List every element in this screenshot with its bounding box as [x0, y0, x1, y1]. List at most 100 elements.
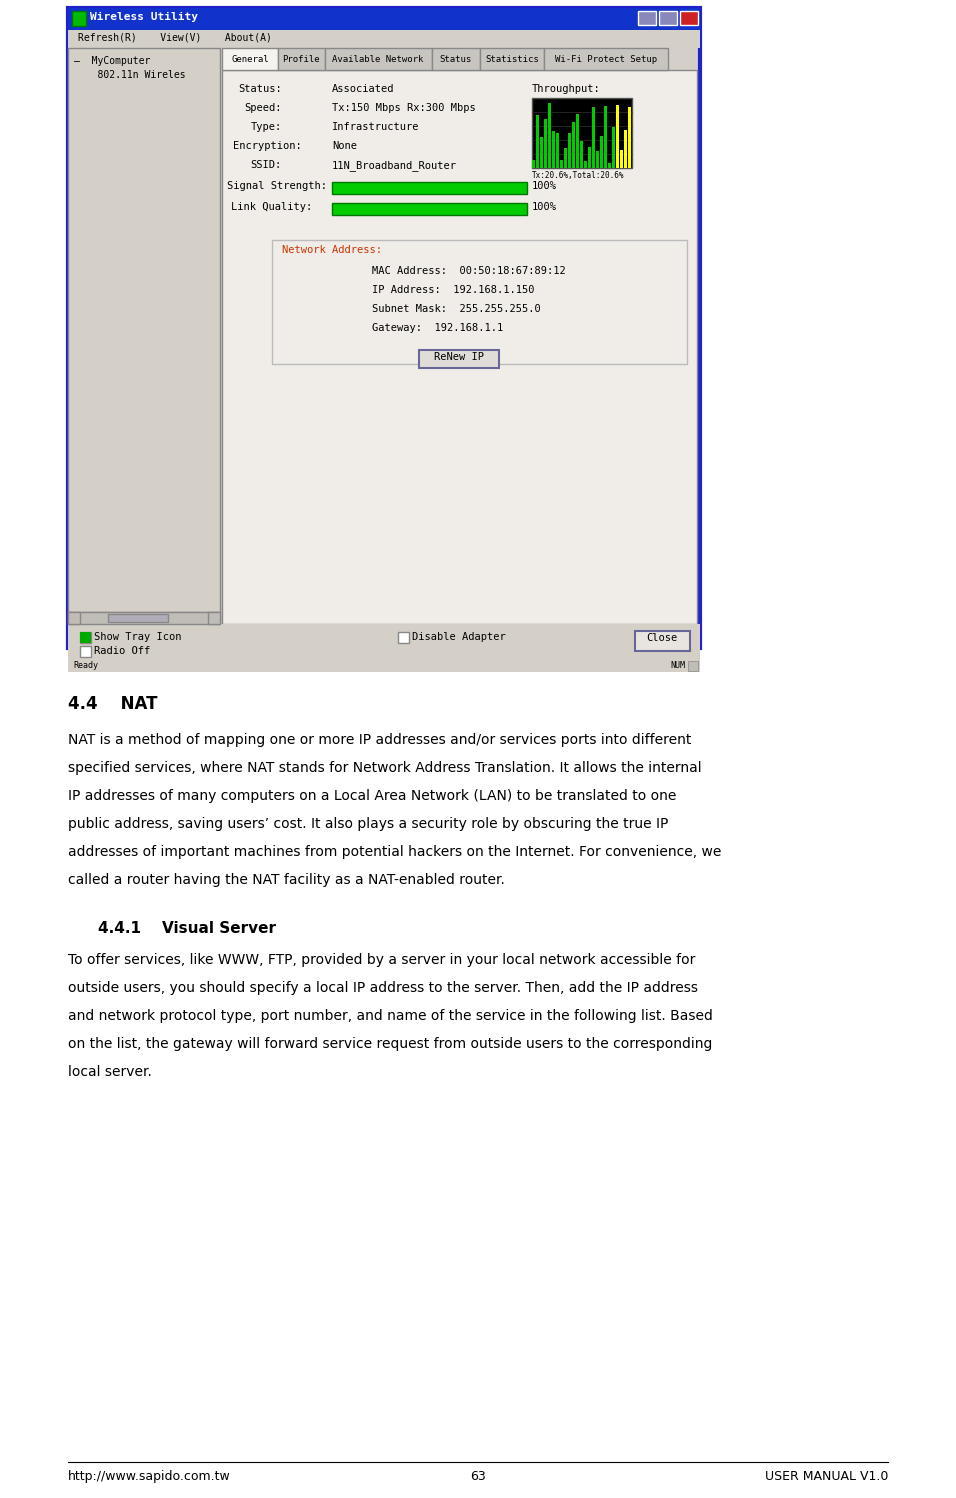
Text: 100%: 100%	[532, 181, 557, 192]
Text: Infrastructure: Infrastructure	[332, 121, 420, 132]
Bar	[612, 127, 616, 168]
Bar	[278, 48, 325, 70]
Text: IP Address:  192.168.1.150: IP Address: 192.168.1.150	[372, 285, 534, 295]
Bar	[222, 70, 697, 625]
Bar	[68, 661, 700, 673]
Text: 100%: 100%	[532, 202, 557, 213]
Text: Close: Close	[646, 634, 678, 643]
Bar	[548, 103, 552, 168]
Text: MAC Address:  00:50:18:67:89:12: MAC Address: 00:50:18:67:89:12	[372, 267, 566, 276]
Bar	[432, 48, 480, 70]
Bar	[556, 133, 559, 168]
Bar	[480, 48, 544, 70]
Bar	[68, 613, 220, 625]
Bar	[332, 181, 527, 195]
Bar	[588, 147, 592, 168]
Bar	[68, 7, 700, 649]
Bar	[584, 160, 587, 168]
Bar	[108, 614, 168, 622]
Bar	[638, 10, 656, 25]
Bar	[604, 106, 607, 168]
Text: –  MyComputer: – MyComputer	[74, 55, 150, 66]
Bar	[332, 204, 527, 216]
Text: addresses of important machines from potential hackers on the Internet. For conv: addresses of important machines from pot…	[68, 845, 722, 858]
Bar	[596, 151, 599, 168]
Text: IP addresses of many computers on a Local Area Network (LAN) to be translated to: IP addresses of many computers on a Loca…	[68, 789, 677, 803]
Text: Speed:: Speed:	[245, 103, 282, 112]
Text: NAT is a method of mapping one or more IP addresses and/or services ports into d: NAT is a method of mapping one or more I…	[68, 733, 691, 748]
Text: Signal Strength:: Signal Strength:	[227, 181, 327, 192]
Text: Status: Status	[440, 54, 472, 63]
Text: 4.4.1    Visual Server: 4.4.1 Visual Server	[98, 921, 276, 936]
Text: Subnet Mask:  255.255.255.0: Subnet Mask: 255.255.255.0	[372, 304, 541, 315]
Bar	[659, 10, 677, 25]
Text: Radio Off: Radio Off	[94, 646, 150, 656]
Text: called a router having the NAT facility as a NAT-enabled router.: called a router having the NAT facility …	[68, 873, 505, 887]
Bar	[628, 108, 631, 168]
Bar	[568, 133, 572, 168]
Text: Tx:150 Mbps Rx:300 Mbps: Tx:150 Mbps Rx:300 Mbps	[332, 103, 476, 112]
Text: USER MANUAL V1.0: USER MANUAL V1.0	[765, 1470, 888, 1483]
Text: Show Tray Icon: Show Tray Icon	[94, 632, 182, 643]
Text: Status:: Status:	[238, 84, 282, 94]
Text: Encryption:: Encryption:	[233, 141, 302, 151]
Text: public address, saving users’ cost. It also plays a security role by obscuring t: public address, saving users’ cost. It a…	[68, 816, 668, 831]
Bar	[544, 118, 548, 168]
Bar	[532, 160, 535, 168]
Bar	[564, 148, 568, 168]
Text: NUM: NUM	[670, 661, 685, 670]
Bar	[72, 10, 86, 25]
Bar	[560, 160, 563, 168]
Bar	[536, 115, 539, 168]
Text: Type:: Type:	[250, 121, 282, 132]
Text: Disable Adapter: Disable Adapter	[412, 632, 506, 643]
Bar	[68, 30, 700, 48]
Text: ReNew IP: ReNew IP	[434, 352, 484, 363]
Text: Profile: Profile	[282, 54, 320, 63]
Bar	[540, 138, 543, 168]
Text: General: General	[231, 54, 269, 63]
Bar	[572, 121, 576, 168]
Text: 4.4    NAT: 4.4 NAT	[68, 695, 158, 713]
Bar	[592, 108, 596, 168]
Bar	[325, 48, 432, 70]
Text: 63: 63	[470, 1470, 486, 1483]
Text: Refresh(R)    View(V)    About(A): Refresh(R) View(V) About(A)	[78, 31, 272, 42]
Text: Statistics: Statistics	[485, 54, 539, 63]
Bar	[580, 141, 583, 168]
Bar	[624, 130, 627, 168]
Bar	[398, 632, 409, 643]
Text: Tx:20.6%,Total:20.6%: Tx:20.6%,Total:20.6%	[532, 171, 624, 180]
Text: Gateway:  192.168.1.1: Gateway: 192.168.1.1	[372, 324, 503, 333]
Bar	[272, 240, 687, 364]
Text: None: None	[332, 141, 357, 151]
Text: Ready: Ready	[73, 661, 98, 670]
Bar	[222, 48, 278, 70]
Text: To offer services, like WWW, FTP, provided by a server in your local network acc: To offer services, like WWW, FTP, provid…	[68, 953, 695, 968]
Text: on the list, the gateway will forward service request from outside users to the : on the list, the gateway will forward se…	[68, 1037, 712, 1052]
Text: 11N_Broadband_Router: 11N_Broadband_Router	[332, 160, 457, 171]
Bar	[680, 10, 698, 25]
Text: Throughput:: Throughput:	[532, 84, 600, 94]
Text: and network protocol type, port number, and name of the service in the following: and network protocol type, port number, …	[68, 1010, 713, 1023]
Bar	[80, 632, 91, 643]
Text: outside users, you should specify a local IP address to the server. Then, add th: outside users, you should specify a loca…	[68, 981, 698, 995]
Text: Available Network: Available Network	[333, 54, 424, 63]
Text: Network Address:: Network Address:	[282, 246, 382, 255]
Bar	[616, 105, 619, 168]
Text: specified services, where NAT stands for Network Address Translation. It allows : specified services, where NAT stands for…	[68, 761, 702, 774]
Text: Wi-Fi Protect Setup: Wi-Fi Protect Setup	[554, 54, 657, 63]
Bar	[552, 130, 555, 168]
Text: Wireless Utility: Wireless Utility	[90, 12, 198, 22]
Bar	[68, 48, 220, 613]
Text: Associated: Associated	[332, 84, 395, 94]
Bar	[532, 97, 632, 168]
Text: http://www.sapido.com.tw: http://www.sapido.com.tw	[68, 1470, 230, 1483]
Bar	[208, 613, 220, 625]
Bar	[80, 632, 91, 643]
Bar	[608, 163, 612, 168]
Text: SSID:: SSID:	[250, 160, 282, 169]
Bar	[419, 351, 499, 369]
Text: Link Quality:: Link Quality:	[230, 202, 312, 213]
Bar	[688, 661, 698, 671]
